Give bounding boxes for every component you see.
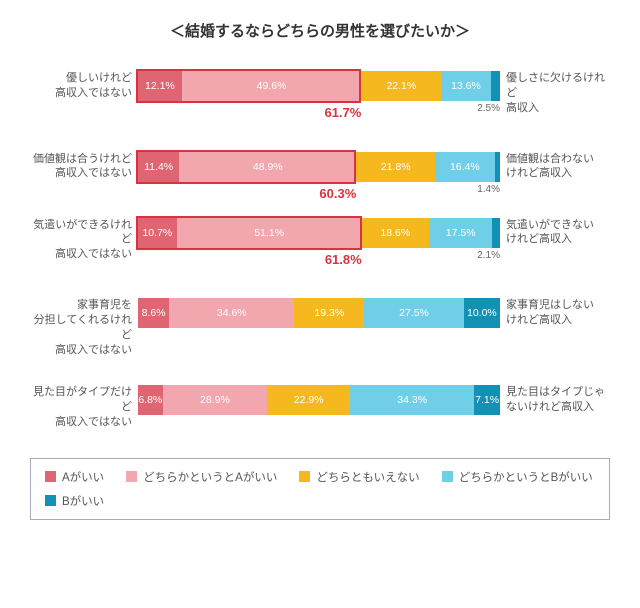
bar-wrap: 1.4%11.4%48.9%21.8%16.4%60.3% — [138, 152, 500, 182]
stacked-bar: 11.4%48.9%21.8%16.4% — [138, 152, 500, 182]
segment-n: 18.6% — [362, 218, 429, 248]
legend-item-lb: どちらかというとBがいい — [442, 469, 593, 485]
legend-swatch — [126, 471, 137, 482]
segment-n: 19.3% — [294, 298, 364, 328]
left-label: 見た目がタイプだけど高収入ではない — [30, 385, 138, 430]
highlight-sum-label: 60.3% — [306, 186, 356, 201]
chart-row: 気遣いができるけれど高収入ではない2.1%10.7%51.1%18.6%17.5… — [30, 218, 610, 263]
legend-label: Aがいい — [62, 469, 104, 485]
highlight-sum-label: 61.7% — [311, 105, 361, 120]
stacked-bar: 6.8%28.9%22.9%34.3%7.1% — [138, 385, 500, 415]
stacked-bar: 12.1%49.6%22.1%13.6% — [138, 71, 500, 101]
chart-title: ＜結婚するならどちらの男性を選びたいか＞ — [30, 20, 610, 41]
segment-a: 8.6% — [138, 298, 169, 328]
left-label: 優しいけれど高収入ではない — [30, 71, 138, 101]
segment-lb: 27.5% — [364, 298, 464, 328]
left-label: 家事育児を分担してくれるけれど高収入ではない — [30, 298, 138, 357]
right-label: 気遣いができないけれど高収入 — [500, 218, 610, 248]
stacked-bar: 10.7%51.1%18.6%17.5% — [138, 218, 500, 248]
segment-a: 12.1% — [138, 71, 182, 101]
legend-swatch — [442, 471, 453, 482]
segment-b-outside-label: 2.5% — [477, 103, 500, 114]
segment-b-outside-label: 2.1% — [477, 250, 500, 261]
legend-label: どちらかというとBがいい — [459, 469, 593, 485]
segment-n: 21.8% — [356, 152, 435, 182]
stacked-bar: 8.6%34.6%19.3%27.5%10.0% — [138, 298, 500, 328]
segment-b: 7.1% — [474, 385, 500, 415]
segment-lb: 34.3% — [350, 385, 474, 415]
segment-a: 11.4% — [138, 152, 179, 182]
bar-wrap: 6.8%28.9%22.9%34.3%7.1% — [138, 385, 500, 415]
segment-n: 22.1% — [361, 71, 441, 101]
segment-la: 48.9% — [179, 152, 356, 182]
segment-lb: 17.5% — [429, 218, 492, 248]
legend-item-n: どちらともいえない — [299, 469, 419, 485]
left-label: 気遣いができるけれど高収入ではない — [30, 218, 138, 263]
legend-label: どちらかというとAがいい — [143, 469, 277, 485]
legend-swatch — [45, 471, 56, 482]
chart-row: 見た目がタイプだけど高収入ではない6.8%28.9%22.9%34.3%7.1%… — [30, 385, 610, 430]
legend: Aがいい どちらかというとAがいい どちらともいえない どちらかというとBがいい Bがい… — [30, 458, 610, 520]
segment-b-outside-label: 1.4% — [477, 184, 500, 195]
segment-lb: 16.4% — [435, 152, 494, 182]
segment-b — [492, 218, 500, 248]
highlight-sum-label: 61.8% — [312, 252, 362, 267]
segment-la: 49.6% — [182, 71, 362, 101]
left-label: 価値観は合うけれど高収入ではない — [30, 152, 138, 182]
right-label: 価値観は合わないけれど高収入 — [500, 152, 610, 182]
bar-wrap: 8.6%34.6%19.3%27.5%10.0% — [138, 298, 500, 328]
segment-b: 10.0% — [464, 298, 500, 328]
legend-item-la: どちらかというとAがいい — [126, 469, 277, 485]
chart-row: 家事育児を分担してくれるけれど高収入ではない8.6%34.6%19.3%27.5… — [30, 298, 610, 357]
right-label: 見た目はタイプじゃないけれど高収入 — [500, 385, 610, 415]
chart-row: 優しいけれど高収入ではない2.5%12.1%49.6%22.1%13.6%61.… — [30, 71, 610, 116]
legend-label: どちらともいえない — [316, 469, 419, 485]
segment-lb: 13.6% — [441, 71, 490, 101]
legend-item-b: Bがいい — [45, 493, 104, 509]
segment-la: 51.1% — [177, 218, 362, 248]
bar-wrap: 2.5%12.1%49.6%22.1%13.6%61.7% — [138, 71, 500, 101]
right-label: 家事育児はしないけれど高収入 — [500, 298, 610, 328]
segment-la: 28.9% — [163, 385, 268, 415]
segment-la: 34.6% — [169, 298, 294, 328]
segment-n: 22.9% — [267, 385, 350, 415]
legend-swatch — [45, 495, 56, 506]
legend-swatch — [299, 471, 310, 482]
segment-a: 6.8% — [138, 385, 163, 415]
legend-label: Bがいい — [62, 493, 104, 509]
bar-wrap: 2.1%10.7%51.1%18.6%17.5%61.8% — [138, 218, 500, 248]
segment-b — [491, 71, 500, 101]
segment-b — [495, 152, 500, 182]
segment-a: 10.7% — [138, 218, 177, 248]
right-label: 優しさに欠けるけれど高収入 — [500, 71, 610, 116]
legend-item-a: Aがいい — [45, 469, 104, 485]
stacked-bar-chart: 優しいけれど高収入ではない2.5%12.1%49.6%22.1%13.6%61.… — [30, 71, 610, 430]
chart-row: 価値観は合うけれど高収入ではない1.4%11.4%48.9%21.8%16.4%… — [30, 152, 610, 182]
